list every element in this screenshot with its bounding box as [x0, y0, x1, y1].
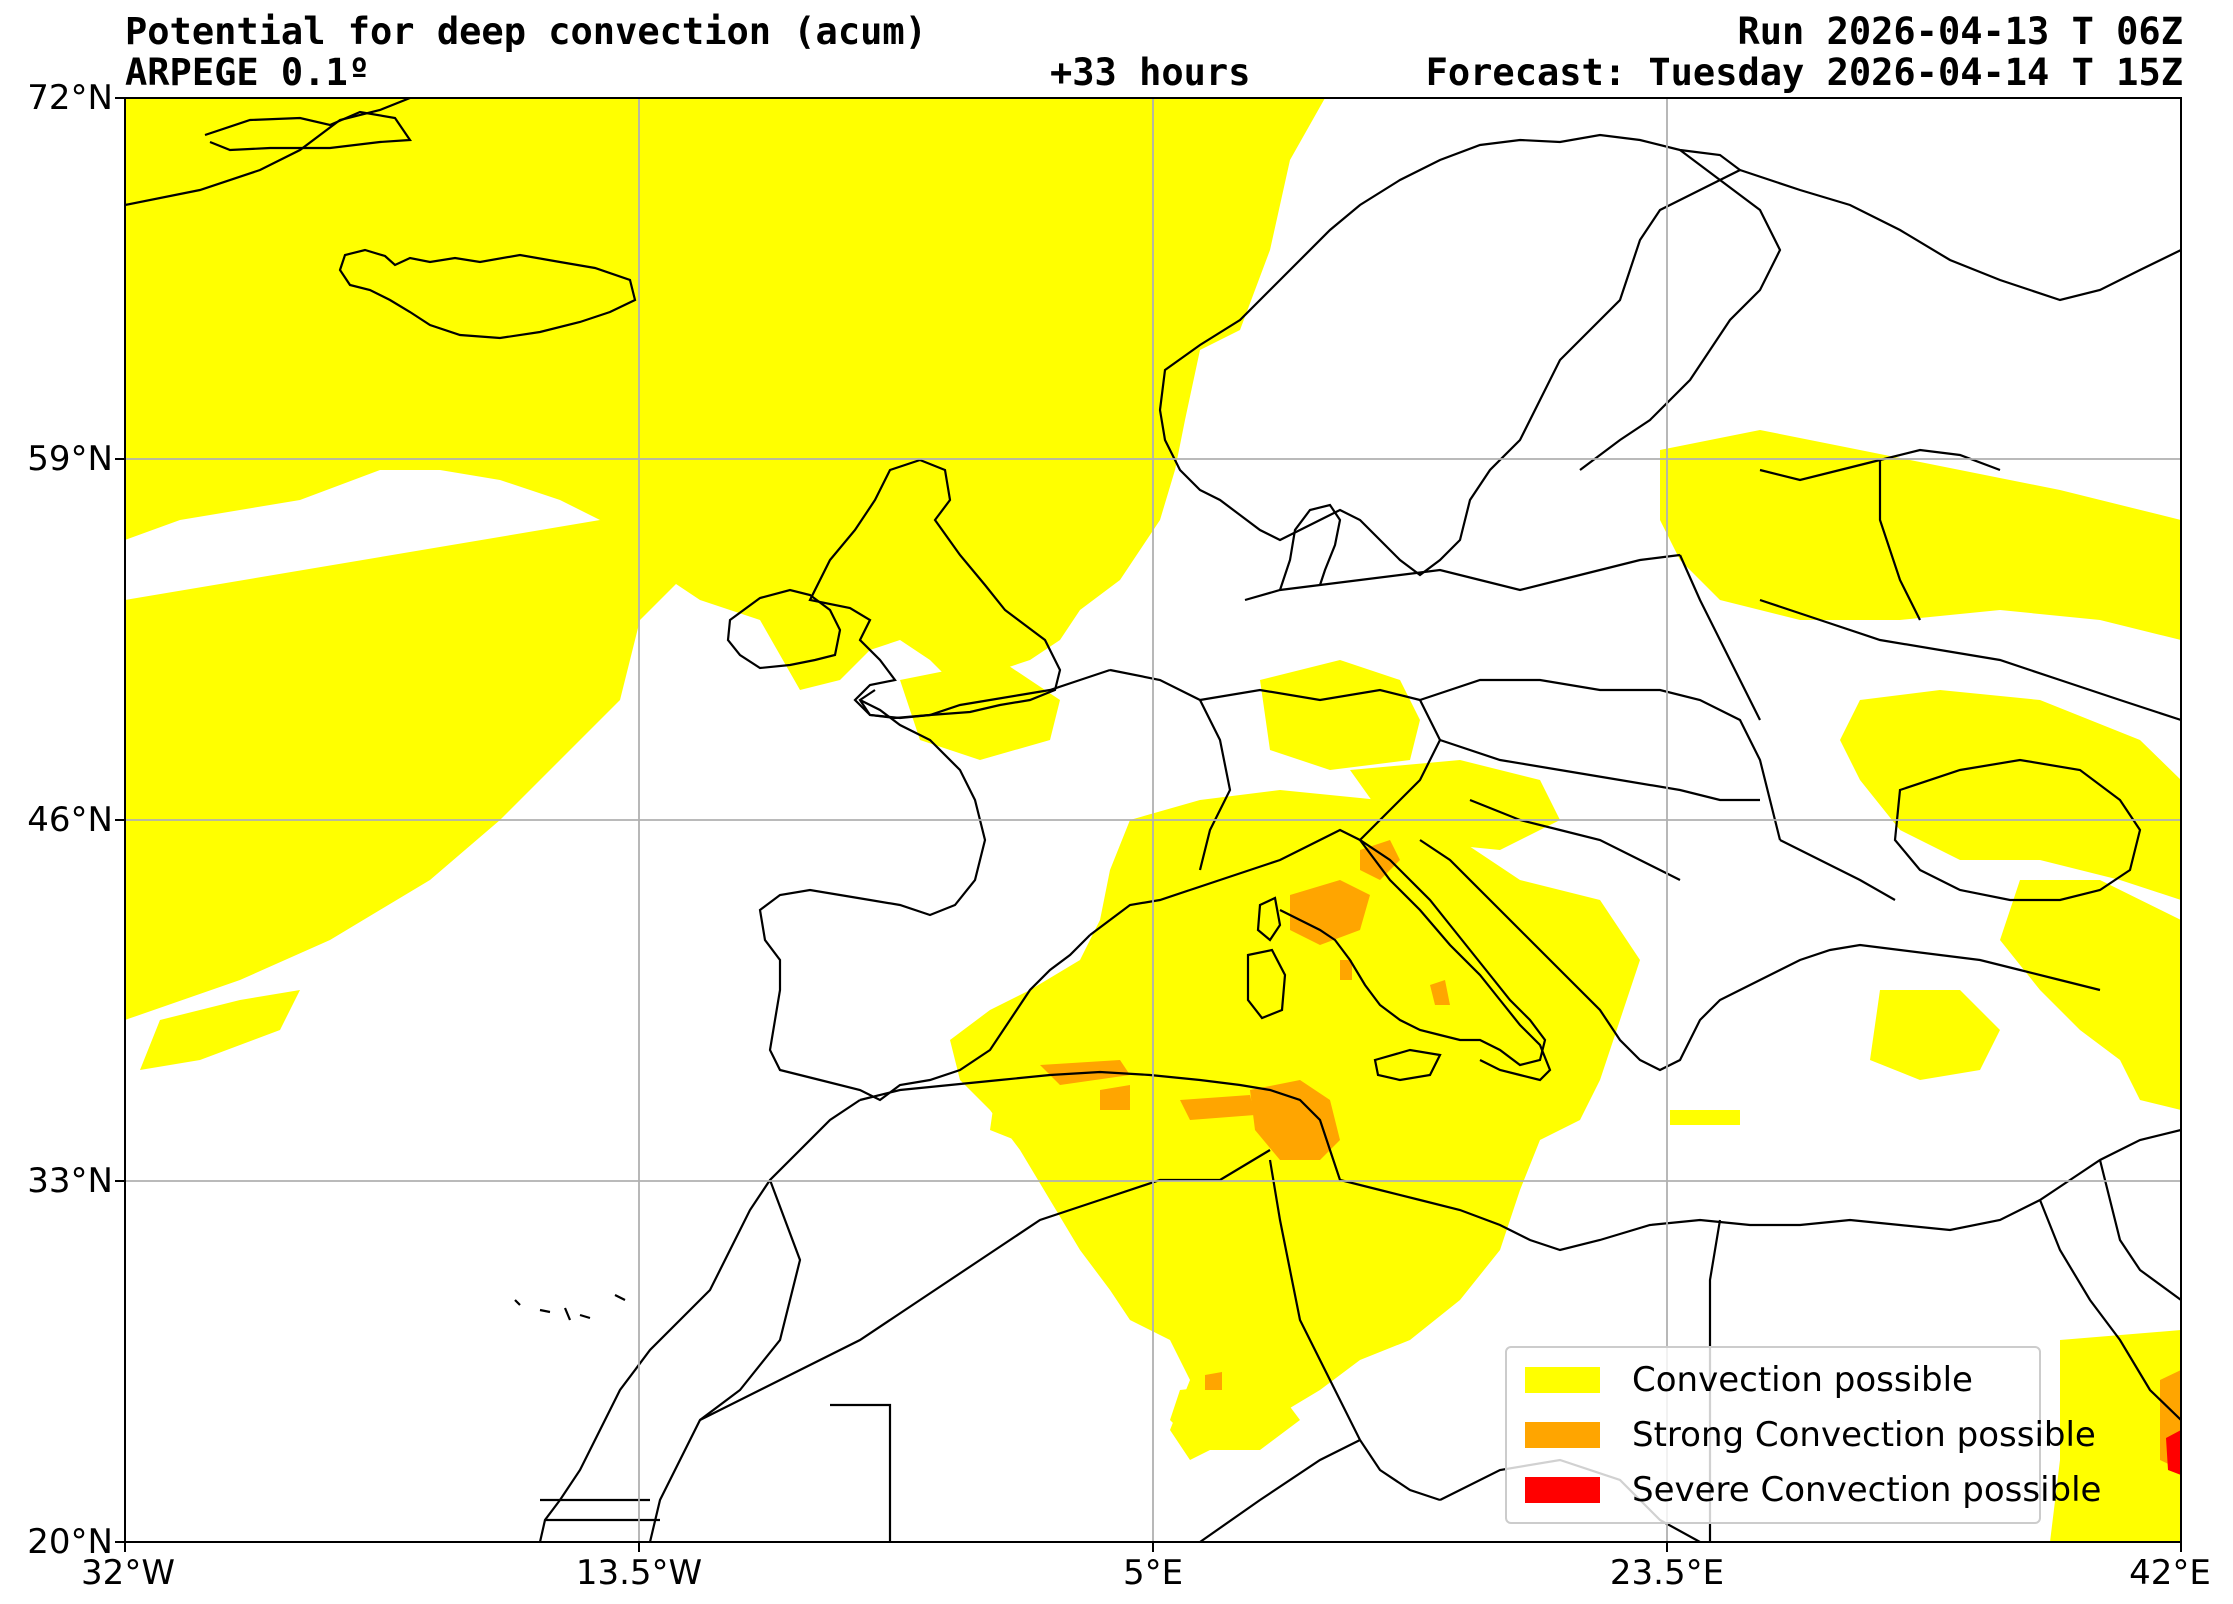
lat-label-59n: 59°N — [27, 439, 113, 479]
lon-label-42e: 42°E — [2129, 1553, 2211, 1593]
legend-swatch-severe — [1525, 1477, 1600, 1503]
tick-marks — [115, 97, 2182, 1552]
legend-swatch-convection — [1525, 1367, 1600, 1393]
legend-label-strong: Strong Convection possible — [1632, 1415, 2096, 1455]
legend-label-convection: Convection possible — [1632, 1360, 1973, 1400]
lon-label-13-5w: 13.5°W — [575, 1553, 703, 1593]
model-label: ARPEGE 0.1º — [125, 51, 371, 94]
legend-item-severe: Severe Convection possible — [1525, 1470, 2101, 1510]
lat-label-20n: 20°N — [27, 1522, 113, 1562]
forecast-time: Forecast: Tuesday 2026-04-14 T 15Z — [1425, 51, 2183, 94]
gridlines — [125, 98, 2181, 1542]
run-time: Run 2026-04-13 T 06Z — [1737, 10, 2183, 53]
legend-item-convection: Convection possible — [1525, 1360, 1973, 1400]
legend: Convection possible Strong Convection po… — [1505, 1346, 2101, 1524]
legend-label-severe: Severe Convection possible — [1632, 1470, 2102, 1510]
lon-label-5e: 5°E — [1122, 1553, 1184, 1593]
lat-label-72n: 72°N — [27, 78, 113, 118]
lat-label-33n: 33°N — [27, 1161, 113, 1201]
lon-label-32w: 32°W — [81, 1553, 175, 1593]
chart-title: Potential for deep convection (acum) — [125, 10, 927, 53]
legend-item-strong: Strong Convection possible — [1525, 1415, 2096, 1455]
lat-label-46n: 46°N — [27, 800, 113, 840]
lead-time: +33 hours — [1050, 51, 1251, 94]
severe-convection-areas — [2166, 1430, 2181, 1475]
legend-swatch-strong — [1525, 1422, 1600, 1448]
lon-label-23-5e: 23.5°E — [1609, 1553, 1725, 1593]
